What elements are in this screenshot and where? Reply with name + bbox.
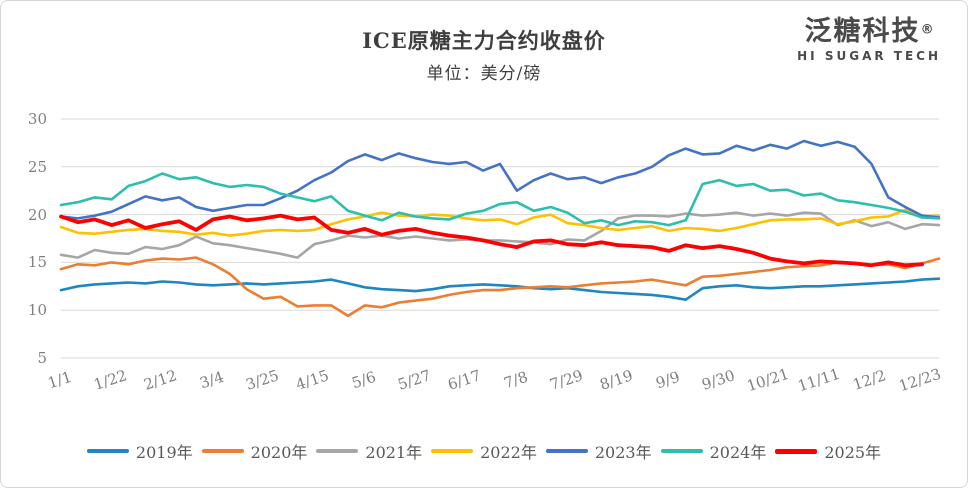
brand-logo-cn: 泛糖科技® xyxy=(797,17,941,47)
series-line-2020年 xyxy=(59,256,941,318)
chart-unit-subtitle: 单位：美分/磅 xyxy=(426,64,542,84)
legend-swatch xyxy=(201,449,244,453)
legend-label: 2021年 xyxy=(365,443,423,462)
legend-label: 2020年 xyxy=(250,443,308,462)
legend-swatch xyxy=(660,449,703,453)
series-line-2022年 xyxy=(59,208,941,237)
series-line-2021年 xyxy=(59,211,941,259)
legend-item-2023年: 2023年 xyxy=(545,439,652,463)
legend-swatch xyxy=(431,449,474,453)
series-line-2019年 xyxy=(59,277,941,302)
legend-label: 2024年 xyxy=(709,443,767,462)
legend-item-2020年: 2020年 xyxy=(201,439,308,463)
y-axis-label: 25 xyxy=(27,157,47,176)
legend-item-2019年: 2019年 xyxy=(86,439,193,463)
chart-legend: 2019年 2020年 2021年 2022年 2023年 2024年 2025年 xyxy=(1,439,967,463)
legend-swatch xyxy=(316,449,359,453)
y-axis-label: 30 xyxy=(27,110,47,128)
legend-item-2021年: 2021年 xyxy=(316,439,422,463)
y-axis-label: 20 xyxy=(27,205,47,224)
series-line-2024年 xyxy=(59,172,941,227)
y-axis-label: 15 xyxy=(27,253,47,272)
legend-swatch xyxy=(86,449,129,453)
legend-label: 2023年 xyxy=(594,443,652,462)
legend-swatch xyxy=(775,448,818,454)
legend-label: 2025年 xyxy=(824,443,882,462)
y-axis-label: 10 xyxy=(27,301,47,320)
series-line-2023年 xyxy=(59,139,941,220)
registered-trademark-icon: ® xyxy=(920,22,934,38)
brand-logo: 泛糖科技® HI SUGAR TECH xyxy=(797,17,941,63)
legend-item-2025年: 2025年 xyxy=(775,439,881,463)
legend-swatch xyxy=(545,449,588,453)
y-axis-label: 5 xyxy=(37,349,47,367)
chart-title: ICE原糖主力合约收盘价 xyxy=(362,28,606,53)
legend-item-2024年: 2024年 xyxy=(660,439,767,463)
series-line-2025年 xyxy=(59,213,924,268)
legend-label: 2019年 xyxy=(135,443,193,462)
brand-name-chinese: 泛糖科技 xyxy=(804,16,921,47)
brand-name-english: HI SUGAR TECH xyxy=(797,48,941,63)
legend-label: 2022年 xyxy=(480,443,537,462)
legend-item-2022年: 2022年 xyxy=(431,439,537,463)
